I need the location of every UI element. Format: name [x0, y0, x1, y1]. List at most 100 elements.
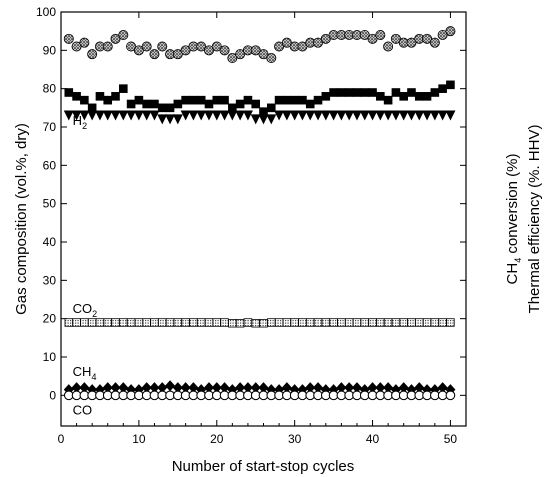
co2-point — [306, 318, 315, 327]
co2-point — [243, 318, 253, 327]
eff-point — [321, 92, 331, 101]
ch4-point — [211, 382, 222, 394]
h2-point — [71, 110, 82, 121]
ch4-point — [375, 382, 386, 394]
co2-point — [399, 318, 408, 327]
axis-ticks: 0 10 20 30 40 50 0 10 20 30 40 50 60 70 80 90 100 — [36, 5, 466, 446]
co2-point — [150, 318, 159, 327]
ch4-point — [242, 382, 253, 394]
co2-point — [165, 318, 175, 327]
h2-point — [289, 110, 300, 121]
x-tick-label: 0 — [58, 432, 65, 446]
co2-point — [368, 318, 377, 327]
eff-point — [414, 92, 424, 101]
h2-point — [157, 114, 168, 125]
ch4conv-point — [118, 29, 129, 40]
h2-point — [242, 110, 253, 121]
co2-point — [290, 318, 299, 327]
eff-point — [189, 95, 198, 105]
h2-point — [383, 110, 394, 121]
h2-point — [149, 110, 160, 121]
h2-point — [336, 110, 347, 121]
co2-point — [337, 318, 346, 327]
co2-point — [422, 318, 432, 327]
y-tick-label: 90 — [43, 43, 57, 57]
h2-point — [351, 110, 362, 121]
eff-point — [360, 88, 370, 97]
h2-point — [133, 110, 144, 121]
eff-point — [157, 103, 167, 113]
co2-point — [111, 318, 120, 327]
eff-point — [399, 92, 408, 101]
ch4-point — [313, 382, 324, 394]
h2-point — [281, 110, 292, 121]
h2-point — [188, 110, 199, 121]
co2-point — [391, 318, 401, 327]
h2-point — [211, 110, 222, 121]
h2-point — [118, 110, 129, 121]
ch4conv-point — [149, 49, 160, 60]
eff-point — [391, 88, 401, 97]
ch4-point — [118, 382, 129, 394]
y-axis-title-right-2: Thermal efficiency (%. HHV) — [526, 125, 543, 314]
eff-point — [95, 92, 105, 101]
h2-point — [250, 114, 261, 125]
ch4-point — [305, 382, 316, 394]
ch4conv-point — [102, 41, 113, 52]
series-label-ch4: CH4 — [73, 364, 97, 382]
eff-point — [134, 95, 144, 105]
x-tick-label: 10 — [132, 432, 146, 446]
h2-point — [429, 110, 440, 121]
ch4conv-point — [87, 49, 98, 60]
ch4-point — [102, 382, 113, 394]
eff-point — [235, 99, 245, 109]
co2-point — [259, 319, 268, 328]
h2-point — [266, 114, 277, 125]
x-tick-label: 20 — [210, 432, 224, 446]
h2-point — [328, 110, 339, 121]
eff-point — [329, 88, 338, 97]
co2-point — [134, 318, 144, 327]
h2-point — [219, 110, 230, 121]
ch4-point — [180, 382, 191, 394]
co2-point — [173, 318, 183, 327]
co2-point — [119, 318, 128, 327]
y-tick-label: 100 — [36, 5, 56, 19]
co2-point — [212, 318, 221, 327]
x-tick-label: 50 — [444, 432, 458, 446]
co2-point — [383, 318, 393, 327]
h2-point — [227, 110, 238, 121]
h2-point — [445, 110, 456, 121]
x-tick-label: 40 — [366, 432, 380, 446]
co2-point — [298, 318, 307, 327]
eff-point — [173, 99, 183, 109]
eff-point — [344, 88, 354, 97]
co2-point — [430, 318, 440, 327]
ch4-point — [351, 382, 362, 394]
co2-point — [446, 318, 455, 327]
h2-point — [141, 110, 152, 121]
eff-point — [422, 92, 432, 101]
eff-point — [290, 95, 299, 105]
eff-point — [87, 103, 97, 113]
h2-point — [390, 110, 401, 121]
y-axis-title-right-1: CH4 conversion (%) — [504, 154, 523, 285]
h2-point — [437, 110, 448, 121]
plot-frame — [60, 11, 467, 427]
co2-point — [329, 318, 338, 327]
ch4-point — [219, 382, 230, 394]
y-tick-label: 20 — [43, 312, 57, 326]
ch4-point — [437, 382, 448, 394]
co2-point — [142, 318, 151, 327]
co2-point — [228, 319, 237, 328]
h2-point — [203, 110, 214, 121]
eff-point — [142, 99, 151, 109]
ch4-point — [149, 382, 160, 394]
eff-point — [313, 95, 323, 105]
chart-marks — [63, 26, 456, 401]
ch4conv-point — [445, 26, 456, 37]
ch4conv-point — [79, 37, 90, 48]
eff-point — [111, 92, 120, 101]
ch4-point — [165, 380, 176, 392]
